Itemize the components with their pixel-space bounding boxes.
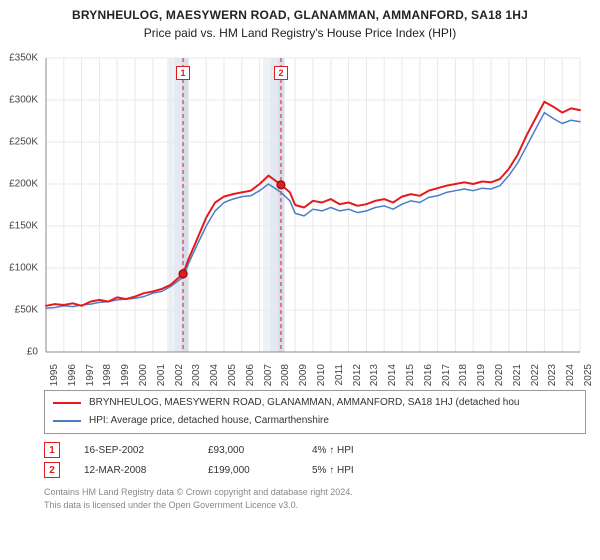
x-tick-label: 2000: [138, 364, 149, 386]
x-tick-label: 1995: [49, 364, 60, 386]
x-tick-label: 1999: [120, 364, 131, 386]
x-tick-label: 2001: [156, 364, 167, 386]
line-chart-svg: [44, 50, 590, 360]
marker-table-row: 2 12-MAR-2008 £199,000 5% ↑ HPI: [44, 460, 586, 480]
x-tick-label: 2009: [298, 364, 309, 386]
y-tick-label: £50K: [15, 305, 38, 316]
x-tick-label: 2020: [494, 364, 505, 386]
x-tick-label: 2024: [565, 364, 576, 386]
footer: Contains HM Land Registry data © Crown c…: [44, 486, 586, 511]
legend-swatch: [53, 402, 81, 404]
x-tick-label: 2014: [387, 364, 398, 386]
footer-line: This data is licensed under the Open Gov…: [44, 499, 586, 512]
x-tick-label: 2018: [458, 364, 469, 386]
marker-date: 16-SEP-2002: [84, 445, 184, 456]
y-tick-label: £250K: [9, 137, 38, 148]
chart-title: BRYNHEULOG, MAESYWERN ROAD, GLANAMMAN, A…: [10, 8, 590, 22]
x-tick-label: 2017: [441, 364, 452, 386]
event-marker-label: 2: [274, 66, 288, 80]
y-tick-label: £0: [27, 347, 38, 358]
x-tick-label: 2019: [476, 364, 487, 386]
legend-row: BRYNHEULOG, MAESYWERN ROAD, GLANAMMAN, A…: [53, 395, 577, 411]
y-tick-label: £300K: [9, 95, 38, 106]
x-tick-label: 1996: [67, 364, 78, 386]
marker-hpi: 5% ↑ HPI: [312, 465, 392, 476]
legend-swatch: [53, 420, 81, 422]
x-axis: 1995 1996 1997 1998 1999 2000 2001 2002 2003 2004…: [44, 364, 590, 396]
marker-date: 12-MAR-2008: [84, 465, 184, 476]
x-tick-label: 2011: [334, 364, 345, 386]
chart-container: BRYNHEULOG, MAESYWERN ROAD, GLANAMMAN, A…: [0, 0, 600, 560]
marker-hpi: 4% ↑ HPI: [312, 445, 392, 456]
x-tick-label: 2005: [227, 364, 238, 386]
legend: BRYNHEULOG, MAESYWERN ROAD, GLANAMMAN, A…: [44, 390, 586, 434]
marker-index-box: 2: [44, 462, 60, 478]
y-tick-label: £100K: [9, 263, 38, 274]
x-tick-label: 1997: [85, 364, 96, 386]
x-tick-label: 1998: [102, 364, 113, 386]
x-tick-label: 2008: [280, 364, 291, 386]
x-tick-label: 2006: [245, 364, 256, 386]
footer-line: Contains HM Land Registry data © Crown c…: [44, 486, 586, 499]
y-tick-label: £350K: [9, 53, 38, 64]
event-marker-label: 1: [176, 66, 190, 80]
legend-row: HPI: Average price, detached house, Carm…: [53, 413, 577, 429]
legend-text: HPI: Average price, detached house, Carm…: [89, 413, 329, 429]
x-tick-label: 2015: [405, 364, 416, 386]
x-tick-label: 2013: [369, 364, 380, 386]
x-tick-label: 2010: [316, 364, 327, 386]
y-tick-label: £150K: [9, 221, 38, 232]
chart-area: 12: [44, 50, 590, 360]
x-tick-label: 2023: [547, 364, 558, 386]
x-tick-label: 2007: [263, 364, 274, 386]
chart-subtitle: Price paid vs. HM Land Registry's House …: [10, 26, 590, 40]
marker-table-row: 1 16-SEP-2002 £93,000 4% ↑ HPI: [44, 440, 586, 460]
x-tick-label: 2004: [209, 364, 220, 386]
x-tick-label: 2012: [352, 364, 363, 386]
x-tick-label: 2003: [191, 364, 202, 386]
y-tick-label: £200K: [9, 179, 38, 190]
x-tick-label: 2021: [512, 364, 523, 386]
marker-index-box: 1: [44, 442, 60, 458]
x-tick-label: 2002: [174, 364, 185, 386]
x-tick-label: 2022: [530, 364, 541, 386]
title-block: BRYNHEULOG, MAESYWERN ROAD, GLANAMMAN, A…: [0, 0, 600, 44]
marker-price: £199,000: [208, 465, 288, 476]
legend-text: BRYNHEULOG, MAESYWERN ROAD, GLANAMMAN, A…: [89, 395, 520, 411]
x-tick-label: 2016: [423, 364, 434, 386]
marker-table: 1 16-SEP-2002 £93,000 4% ↑ HPI 2 12-MAR-2008 £…: [44, 440, 586, 480]
marker-price: £93,000: [208, 445, 288, 456]
x-tick-label: 2025: [583, 364, 594, 386]
